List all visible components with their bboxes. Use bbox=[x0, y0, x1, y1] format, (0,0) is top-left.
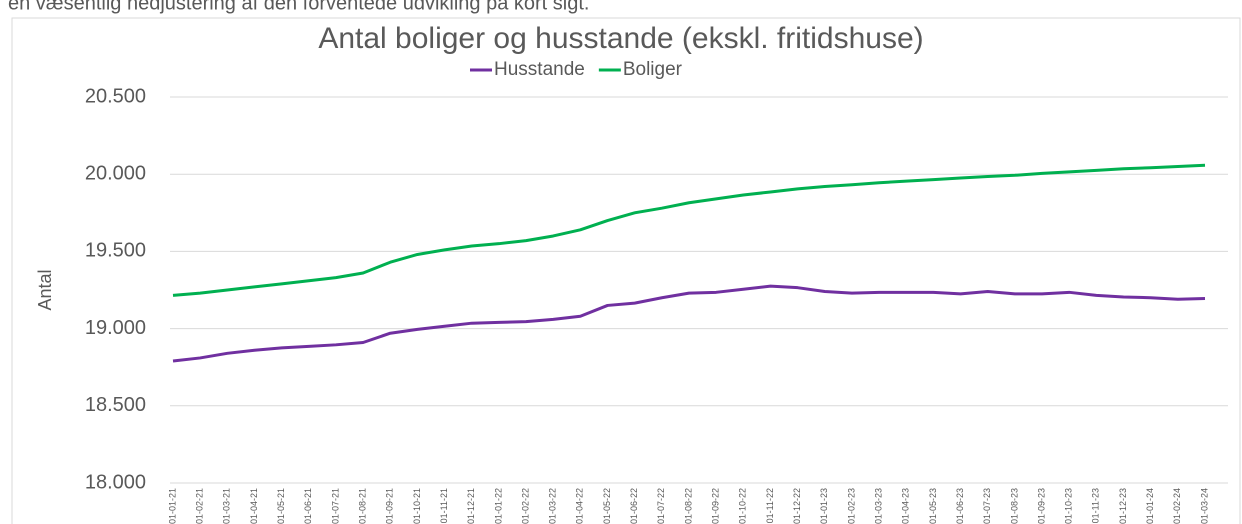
y-tick-label: 20.500 bbox=[85, 85, 146, 107]
x-tick-label: 01-12-22 bbox=[792, 488, 802, 524]
x-tick-label: 01-06-21 bbox=[303, 488, 313, 524]
x-tick-label: 01-01-24 bbox=[1145, 488, 1155, 524]
x-tick-label: 01-03-24 bbox=[1199, 488, 1209, 524]
x-tick-label: 01-08-21 bbox=[357, 488, 367, 524]
series-line bbox=[172, 284, 1206, 363]
x-tick-label: 01-02-21 bbox=[195, 488, 205, 524]
x-tick-label: 01-01-22 bbox=[493, 488, 503, 524]
x-tick-label: 01-08-22 bbox=[683, 488, 693, 524]
x-tick-label: 01-02-24 bbox=[1172, 488, 1182, 524]
x-tick-label: 01-10-21 bbox=[412, 488, 422, 524]
series-line bbox=[172, 163, 1206, 297]
x-tick-label: 01-09-23 bbox=[1036, 488, 1046, 524]
y-axis-label: Antal bbox=[35, 269, 55, 310]
y-tick-label: 18.000 bbox=[85, 471, 146, 493]
x-tick-label: 01-11-23 bbox=[1091, 488, 1101, 523]
y-tick-label: 19.500 bbox=[85, 240, 146, 262]
intro-text: en væsentlig nedjustering af den forvent… bbox=[8, 0, 589, 14]
x-tick-label: 01-03-21 bbox=[222, 488, 232, 524]
y-tick-label: 18.500 bbox=[85, 394, 146, 416]
x-tick-label: 01-12-21 bbox=[466, 488, 476, 524]
x-tick-label: 01-03-23 bbox=[873, 488, 883, 524]
x-tick-label: 01-04-23 bbox=[901, 488, 911, 524]
x-tick-label: 01-07-22 bbox=[656, 488, 666, 524]
x-tick-label: 01-01-23 bbox=[819, 488, 829, 524]
x-tick-label: 01-09-22 bbox=[711, 488, 721, 524]
x-tick-label: 01-11-22 bbox=[765, 488, 775, 523]
legend-label: Husstande bbox=[494, 59, 585, 80]
x-tick-label: 01-05-21 bbox=[276, 488, 286, 524]
x-tick-label: 01-01-21 bbox=[167, 488, 177, 524]
x-tick-label: 01-02-23 bbox=[846, 488, 856, 524]
y-tick-label: 19.000 bbox=[85, 317, 146, 339]
x-tick-label: 01-10-23 bbox=[1064, 488, 1074, 524]
x-tick-label: 01-06-23 bbox=[955, 488, 965, 524]
legend-label: Boliger bbox=[623, 59, 683, 80]
chart-title: Antal boliger og husstande (ekskl. friti… bbox=[318, 22, 923, 55]
x-tick-label: 01-08-23 bbox=[1009, 488, 1019, 524]
x-tick-label: 01-05-22 bbox=[602, 488, 612, 524]
chart-frame bbox=[11, 17, 1241, 524]
x-tick-label: 01-02-22 bbox=[520, 488, 530, 524]
x-tick-label: 01-03-22 bbox=[548, 488, 558, 524]
x-tick-label: 01-07-21 bbox=[330, 488, 340, 524]
x-tick-label: 01-04-21 bbox=[249, 488, 259, 524]
y-tick-label: 20.000 bbox=[85, 162, 146, 184]
x-tick-label: 01-06-22 bbox=[629, 488, 639, 524]
x-tick-label: 01-11-21 bbox=[439, 488, 449, 523]
x-tick-label: 01-10-22 bbox=[738, 488, 748, 524]
x-tick-label: 01-09-21 bbox=[385, 488, 395, 524]
x-tick-label: 01-07-23 bbox=[982, 488, 992, 524]
x-tick-label: 01-05-23 bbox=[928, 488, 938, 524]
x-tick-label: 01-12-23 bbox=[1118, 488, 1128, 524]
x-tick-label: 01-04-22 bbox=[575, 488, 585, 524]
